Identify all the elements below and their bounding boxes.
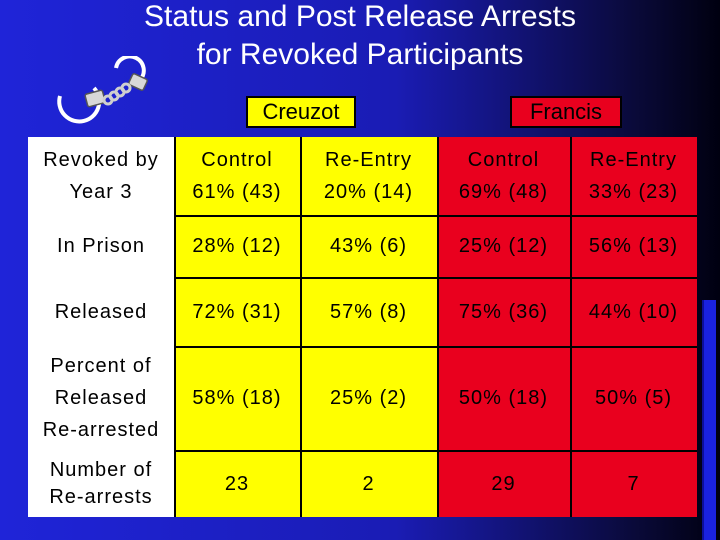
cell-creuzot-control-rearrested: 58% (18) — [174, 346, 300, 450]
cell-francis-reentry-count: 7 — [570, 450, 697, 517]
cell-creuzot-control-revoked: Control 61% (43) — [174, 137, 300, 215]
cell-francis-control-released: 75% (36) — [437, 277, 570, 346]
handcuffs-icon — [57, 56, 148, 124]
cell-creuzot-reentry-in-prison: 43% (6) — [300, 215, 437, 277]
cell-creuzot-reentry-revoked: Re-Entry 20% (14) — [300, 137, 437, 215]
cell-francis-control-count: 29 — [437, 450, 570, 517]
table-divider — [437, 137, 439, 517]
table-divider — [174, 137, 176, 517]
table-divider — [174, 346, 697, 348]
cell-creuzot-reentry-count: 2 — [300, 450, 437, 517]
row-label-percent-rearrested: Percent of Released Re-arrested — [28, 346, 174, 450]
creuzot-header: Creuzot — [246, 96, 356, 128]
cell-creuzot-control-in-prison: 28% (12) — [174, 215, 300, 277]
cell-francis-control-revoked: Control 69% (48) — [437, 137, 570, 215]
table-divider — [300, 137, 302, 517]
francis-header: Francis — [510, 96, 622, 128]
row-label-in-prison: In Prison — [28, 215, 174, 277]
row-label-revoked: Revoked by Year 3 — [28, 137, 174, 215]
cell-creuzot-reentry-released: 57% (8) — [300, 277, 437, 346]
table-divider — [570, 137, 572, 517]
cell-francis-control-rearrested: 50% (18) — [437, 346, 570, 450]
cell-creuzot-control-released: 72% (31) — [174, 277, 300, 346]
cell-francis-reentry-revoked: Re-Entry 33% (23) — [570, 137, 697, 215]
cell-francis-reentry-released: 44% (10) — [570, 277, 697, 346]
row-label-number-rearrests: Number of Re-arrests — [28, 450, 174, 517]
cell-creuzot-control-count: 23 — [174, 450, 300, 517]
cell-francis-control-in-prison: 25% (12) — [437, 215, 570, 277]
title-line-2: for Revoked Participants — [196, 38, 524, 71]
row-label-released: Released — [28, 277, 174, 346]
table-divider — [174, 215, 697, 217]
table-divider — [174, 277, 697, 279]
table-divider — [174, 450, 697, 452]
slide-decoration-bar — [702, 300, 716, 540]
slide-title: Status and Post Release Arrests for Revo… — [0, 0, 720, 74]
cell-francis-reentry-rearrested: 50% (5) — [570, 346, 697, 450]
title-line-1: Status and Post Release Arrests — [144, 0, 576, 33]
cell-creuzot-reentry-rearrested: 25% (2) — [300, 346, 437, 450]
cell-francis-reentry-in-prison: 56% (13) — [570, 215, 697, 277]
